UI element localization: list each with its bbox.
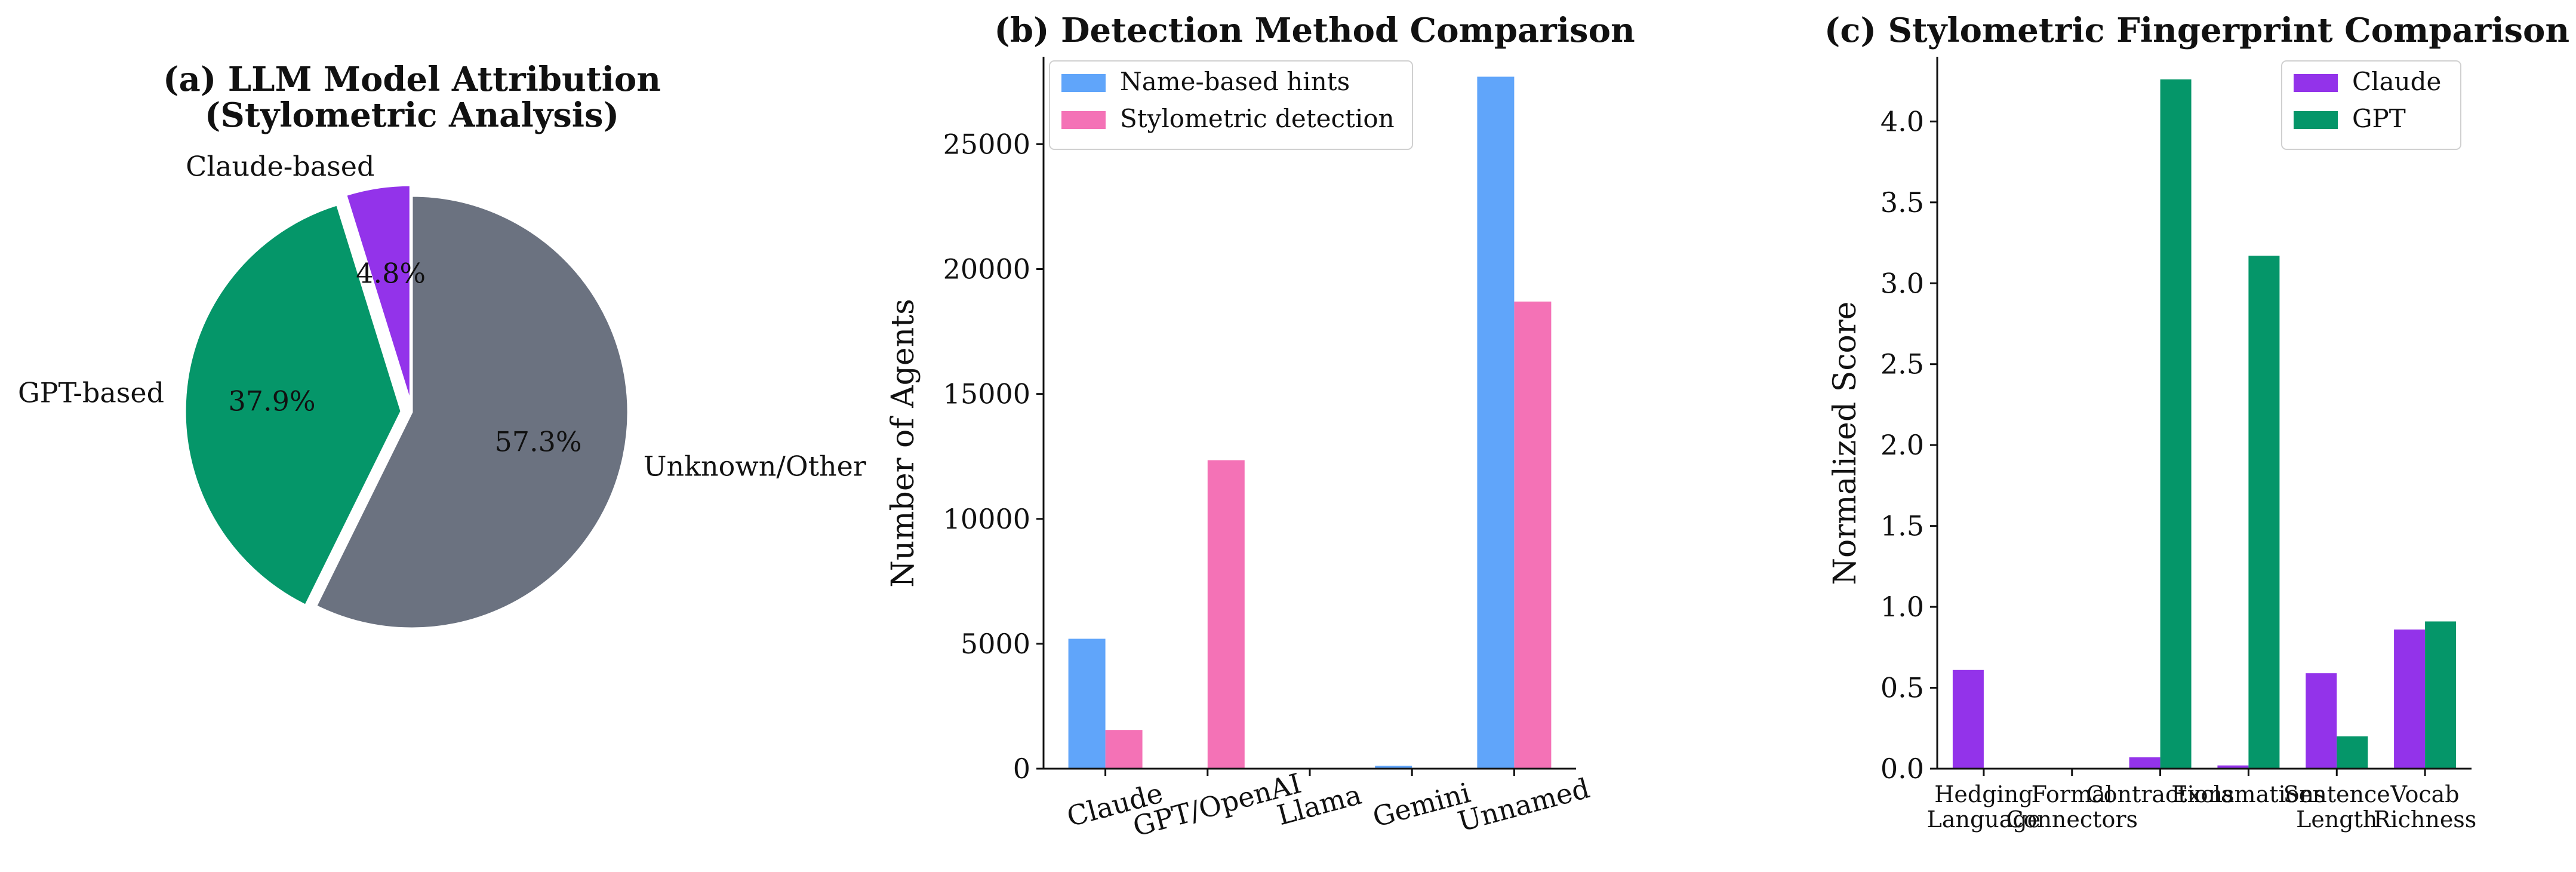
pie-slice <box>344 184 411 402</box>
legend-swatch <box>1061 74 1106 92</box>
y-tick-label: 1.0 <box>1881 591 1924 623</box>
x-tick-label: Length <box>2296 806 2377 833</box>
fingerprint-panel: (c) Stylometric Fingerprint Comparison N… <box>1824 11 2569 833</box>
legend-label: Claude <box>2352 67 2441 96</box>
x-tick-label: Unnamed <box>1454 772 1593 838</box>
x-tick-label: Vocab <box>2390 781 2460 807</box>
y-tick-label: 0.0 <box>1881 753 1924 785</box>
bar <box>2160 79 2192 769</box>
pie-percent-label: 37.9% <box>228 385 315 417</box>
y-tick-label: 2.5 <box>1881 348 1924 380</box>
bar <box>2394 630 2426 769</box>
bar <box>2248 256 2280 769</box>
pie-title-line-1: (a) LLM Model Attribution <box>163 60 661 99</box>
y-tick-label: 10000 <box>943 503 1030 535</box>
legend-label: GPT <box>2352 104 2406 133</box>
y-tick-label: 3.0 <box>1881 267 1924 299</box>
x-tick-label: Richness <box>2374 806 2476 833</box>
fingerprint-y-axis-label: Normalized Score <box>1827 302 1863 585</box>
y-tick-label: 25000 <box>943 128 1030 160</box>
y-tick-label: 20000 <box>943 253 1030 285</box>
bar <box>1375 765 1412 769</box>
pie-slice-label: Unknown/Other <box>644 450 866 483</box>
pie-percent-label: 57.3% <box>494 425 581 458</box>
x-tick-label: Language <box>1927 806 2041 833</box>
legend-label: Name-based hints <box>1120 67 1350 96</box>
legend-box <box>1049 60 1413 150</box>
detection-panel: (b) Detection Method Comparison Number o… <box>885 11 1635 843</box>
y-tick-label: 0.5 <box>1881 672 1924 704</box>
legend-swatch <box>2294 111 2338 129</box>
y-tick-label: 4.0 <box>1881 105 1924 137</box>
bar <box>1514 301 1552 769</box>
pie-slice-label: GPT-based <box>18 376 164 409</box>
x-tick-label: Contractions <box>2086 781 2235 807</box>
legend-label: Stylometric detection <box>1120 104 1395 133</box>
x-tick-label: Gemini <box>1369 776 1474 833</box>
y-tick-label: 2.0 <box>1881 429 1924 461</box>
bar <box>1068 638 1106 769</box>
fingerprint-title: (c) Stylometric Fingerprint Comparison <box>1824 11 2569 50</box>
legend-swatch <box>2294 74 2338 92</box>
pie-title-line-2: (Stylometric Analysis) <box>205 96 619 135</box>
x-tick-label: Connectors <box>2006 806 2138 833</box>
pie-slice-label: Claude-based <box>186 151 374 183</box>
x-tick-label: Sentence <box>2283 781 2390 807</box>
bar <box>2129 757 2160 769</box>
legend-swatch <box>1061 111 1106 129</box>
bar <box>1207 460 1245 769</box>
bar <box>2217 765 2249 769</box>
pie-panel: (a) LLM Model Attribution (Stylometric A… <box>18 60 866 630</box>
y-tick-label: 5000 <box>961 628 1030 660</box>
bar <box>1952 670 1984 769</box>
pie-slice <box>184 204 402 607</box>
bar <box>1105 730 1143 769</box>
x-tick-label: Hedging <box>1934 781 2033 807</box>
x-tick-label: Exclamations <box>2171 781 2325 807</box>
y-tick-label: 1.5 <box>1881 510 1924 542</box>
pie-percent-label: 4.8% <box>356 257 426 289</box>
x-tick-label: Formal <box>2032 781 2113 807</box>
y-tick-label: 15000 <box>943 378 1030 410</box>
detection-title: (b) Detection Method Comparison <box>994 11 1635 50</box>
detection-y-axis-label: Number of Agents <box>885 299 921 588</box>
bar <box>2337 736 2368 769</box>
bar <box>2425 621 2457 769</box>
y-tick-label: 3.5 <box>1881 186 1924 219</box>
pie-slice <box>315 195 629 630</box>
bar <box>2306 673 2337 769</box>
y-tick-label: 0 <box>1013 753 1030 785</box>
bar <box>1477 76 1515 769</box>
